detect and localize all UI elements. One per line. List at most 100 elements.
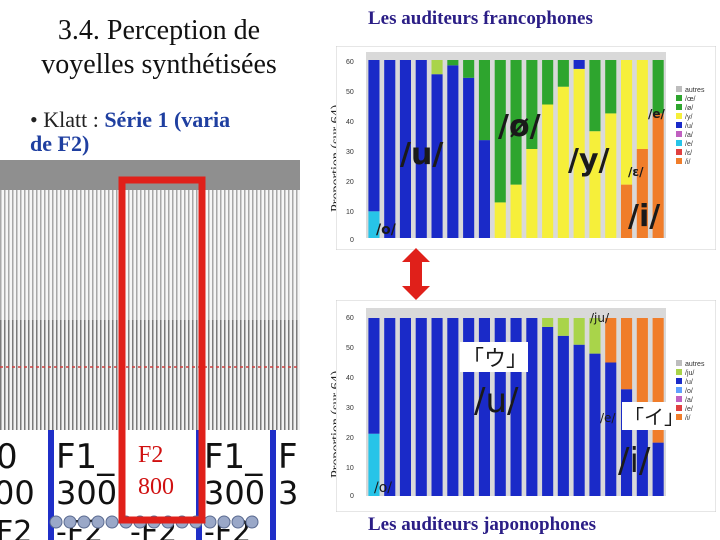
bar-segment: [605, 113, 617, 238]
bar-segment: [478, 318, 490, 496]
legend-label: /ju/: [685, 370, 694, 377]
bar-segment: [542, 326, 554, 496]
bar-segment: [463, 77, 475, 238]
legend-label: /i/: [685, 159, 691, 166]
legend-swatch: [676, 396, 682, 402]
t1-tick-50: 50: [346, 89, 354, 96]
t2-i-kana: 「イ」: [624, 405, 684, 429]
f2-value: 800: [138, 474, 174, 500]
bar-segment: [557, 86, 569, 238]
bar-segment: [605, 362, 617, 496]
spectro-topbar: [0, 160, 300, 190]
bar-segment: [415, 318, 427, 496]
bar-segment: [431, 60, 443, 75]
bar-segment: [494, 60, 506, 203]
bar-segment: [621, 389, 633, 496]
sp-v3: 300: [204, 474, 265, 512]
bar-segment: [589, 318, 601, 354]
sp-r0: F2: [0, 515, 32, 540]
legend-label: /e/: [685, 406, 693, 413]
bar-segment: [510, 184, 522, 238]
bar-segment: [399, 318, 411, 496]
t1-tick-40: 40: [346, 119, 354, 126]
bar-segment: [573, 68, 585, 239]
legend-swatch: [676, 405, 682, 411]
legend-label: /a/: [685, 132, 693, 139]
legend-swatch: [676, 122, 682, 128]
bar-segment: [399, 60, 411, 238]
bar-segment: [542, 318, 554, 327]
legend-swatch: [676, 140, 682, 146]
sp-v1: 300: [56, 474, 117, 512]
legend-swatch: [676, 369, 682, 375]
legend-label: /y/: [685, 114, 692, 121]
bar-segment: [463, 318, 475, 496]
bar-segment: [636, 318, 648, 416]
legend-swatch: [676, 86, 682, 92]
t1-tick-20: 20: [346, 179, 354, 186]
t2-u-kana: 「ウ」: [462, 347, 528, 372]
bullet-prefix: Klatt :: [43, 107, 105, 132]
bar-segment: [557, 318, 569, 336]
bar-segment: [447, 65, 459, 238]
legend-label: /ø/: [685, 105, 693, 112]
bar-segment: [526, 60, 538, 149]
bar-segment: [368, 60, 380, 212]
legend-swatch: [676, 104, 682, 110]
bar-segment: [384, 318, 396, 496]
legend-label: /u/: [685, 379, 693, 386]
bar-segment: [636, 60, 648, 149]
bar-segment: [621, 60, 633, 185]
bar-segment: [384, 60, 396, 238]
t1-u: /u/: [400, 137, 443, 172]
sp-v4: 30: [278, 474, 300, 512]
legend-swatch: [676, 113, 682, 119]
bullet-bold: Série 1 (varia: [104, 107, 231, 132]
sp-l5: F1: [278, 437, 300, 477]
legend-swatch: [676, 360, 682, 366]
t2-i: /i/: [618, 441, 651, 481]
panel-top-heading: Les auditeurs francophones: [368, 8, 593, 29]
bar-segment: [652, 318, 664, 443]
t1-tick-30: 30: [346, 149, 354, 156]
title-line-1: 3.4. Perception de: [57, 15, 261, 46]
bar-segment: [447, 60, 459, 66]
bar-segment: [542, 104, 554, 238]
legend-label: autres: [685, 361, 705, 368]
t2-tick-0: 0: [350, 493, 354, 500]
spectro-body: [0, 190, 300, 430]
t1-o: /o/: [376, 222, 397, 238]
bar-segment: [605, 60, 617, 114]
bar-segment: [589, 131, 601, 238]
t2-tick-60: 60: [346, 315, 354, 322]
bar-segment: [368, 211, 380, 238]
bar-segment: [652, 113, 664, 238]
f2-label: F2: [138, 442, 163, 468]
legend-label: /o/: [685, 388, 693, 395]
t2-u: /u/: [474, 381, 519, 421]
legend-label: /e/: [685, 141, 693, 148]
bar-segment: [510, 318, 522, 496]
legend-swatch: [676, 387, 682, 393]
t1-i: /i/: [628, 199, 660, 234]
sp-l1: F1_: [56, 437, 115, 477]
bar-segment: [589, 353, 601, 496]
t1-tick-10: 10: [346, 209, 354, 216]
bullet-char: •: [30, 107, 38, 132]
t1-y: /y/: [568, 143, 610, 178]
t2-o: /o/: [374, 480, 392, 496]
legend-label: /u/: [685, 123, 693, 130]
bar-segment: [494, 318, 506, 496]
bar-segment: [589, 60, 601, 132]
sp-v0: 00: [0, 474, 35, 512]
t1-tick-0: 0: [350, 237, 354, 244]
bar-segment: [652, 442, 664, 496]
legend-swatch: [676, 149, 682, 155]
t1-e: /e/: [648, 107, 666, 121]
bar-segment: [478, 60, 490, 141]
bar-segment: [431, 318, 443, 496]
bar-segment: [368, 433, 380, 496]
bar-segment: [573, 344, 585, 496]
legend-label: /ɛ/: [685, 150, 692, 157]
t1-oe: /ø/: [498, 109, 541, 144]
